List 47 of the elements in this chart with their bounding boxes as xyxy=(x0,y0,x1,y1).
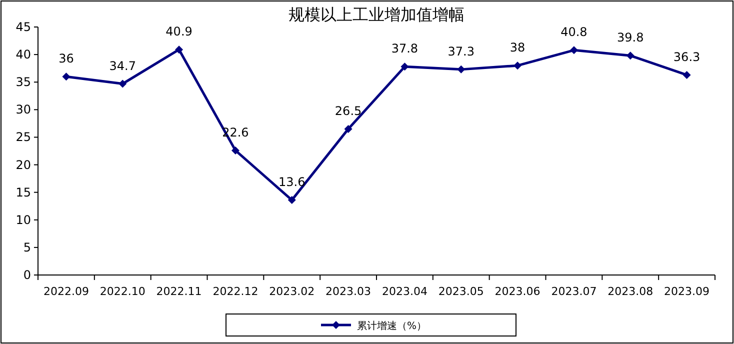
x-tick-label: 2022.11 xyxy=(156,285,202,298)
data-label: 39.8 xyxy=(617,30,644,45)
x-tick-label: 2023.03 xyxy=(326,285,372,298)
data-label: 37.8 xyxy=(391,42,418,56)
point xyxy=(344,124,352,133)
data-label: 13.6 xyxy=(278,175,306,190)
y-tick-label: 40 xyxy=(16,48,31,62)
x-tick-label: 2022.10 xyxy=(100,285,146,298)
point xyxy=(62,72,70,81)
legend-label: 累计增速（%） xyxy=(357,320,427,332)
point xyxy=(231,146,240,154)
point xyxy=(400,62,409,71)
y-tick-label: 15 xyxy=(16,185,31,200)
point xyxy=(457,65,466,74)
y-tick-label: 25 xyxy=(16,130,31,144)
y-tick-label: 45 xyxy=(16,20,31,34)
x-tick-label: 2022.09 xyxy=(43,285,89,298)
data-label: 37.3 xyxy=(448,44,474,58)
data-label: 40.9 xyxy=(166,24,192,39)
y-tick-label: 5 xyxy=(23,240,31,254)
point xyxy=(626,52,634,60)
data-label: 38 xyxy=(510,40,526,55)
data-label: 34.7 xyxy=(109,58,136,73)
point xyxy=(118,80,127,88)
x-tick-label: 2023.04 xyxy=(382,285,428,298)
x-tick-label: 2023.05 xyxy=(438,285,484,298)
data-label: 26.5 xyxy=(334,104,362,118)
y-tick-label: 0 xyxy=(23,268,31,282)
data-label: 36.3 xyxy=(673,50,700,64)
y-tick-label: 35 xyxy=(16,75,31,90)
x-tick-label: 2023.06 xyxy=(494,285,540,298)
y-tick-label: 20 xyxy=(16,158,31,172)
data-label: 40.8 xyxy=(560,25,588,40)
x-tick-label: 2023.09 xyxy=(664,285,710,298)
point xyxy=(288,196,296,204)
y-tick-label: 10 xyxy=(16,212,31,227)
point xyxy=(514,62,522,70)
x-tick-label: 2022.12 xyxy=(212,285,258,298)
point xyxy=(175,46,184,54)
y-tick-label: 30 xyxy=(16,102,31,117)
data-label: 36 xyxy=(58,52,74,66)
point xyxy=(682,70,691,79)
x-tick-label: 2023.08 xyxy=(608,285,654,298)
x-tick-label: 2023.07 xyxy=(551,285,597,298)
chart-title: 规模以上工业增加值增幅 xyxy=(288,5,464,24)
point xyxy=(570,46,578,54)
x-tick-label: 2023.02 xyxy=(269,285,315,298)
